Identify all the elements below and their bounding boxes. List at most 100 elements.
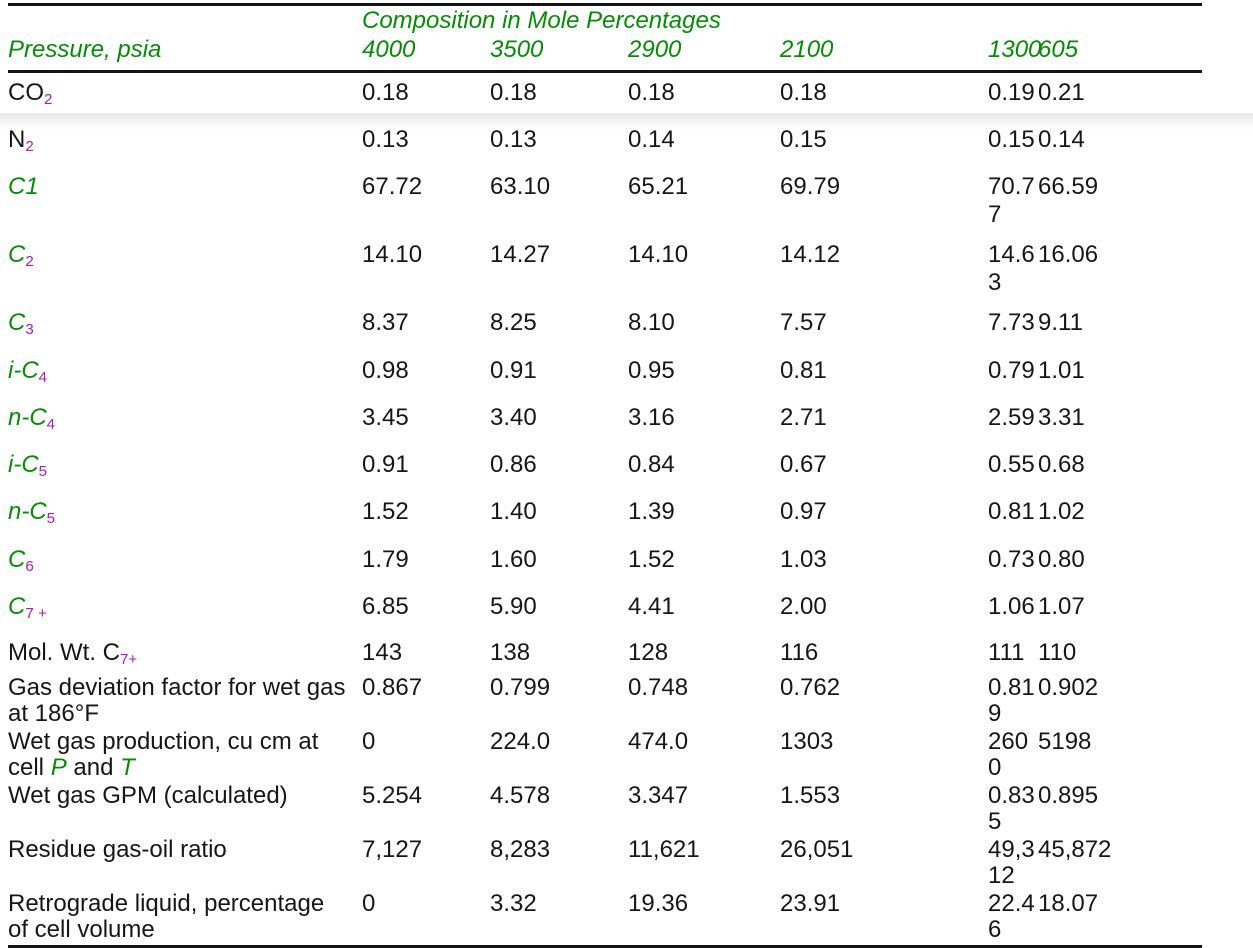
- cell-c6-2900: 1.52: [628, 545, 675, 573]
- cell-c3-3500: 8.25: [490, 309, 537, 337]
- row-label-mol-wt-c7plus: Mol. Wt. C7+: [8, 639, 362, 675]
- table-row-retrograde-liquid: Retrograde liquid, percentage of cell vol…: [8, 891, 1202, 947]
- row-label-c7plus: C7 +: [8, 593, 362, 640]
- table-row-i-c5: i-C5 0.91 0.86 0.84 0.67 0.55 0.68: [8, 451, 1202, 498]
- row-label-co2: CO2: [8, 72, 362, 127]
- cell-n-c5-2900: 1.39: [628, 498, 675, 526]
- cell-c6-2100: 1.03: [780, 545, 827, 573]
- row-label-c2: C2: [8, 241, 362, 309]
- cell-i-c5-2900: 0.84: [628, 451, 675, 479]
- label-text: C: [8, 592, 26, 620]
- column-header-1300: 1300: [988, 36, 1042, 63]
- cell-i-c4-4000: 0.98: [362, 356, 409, 384]
- label-text: C: [8, 545, 26, 573]
- cell-wet-gas-production-2900: 474.0: [628, 728, 689, 756]
- cell-c1-4000: 67.72: [362, 173, 423, 201]
- cell-i-c4-2100: 0.81: [780, 356, 827, 384]
- cell-i-c4-605: 1.01: [1038, 356, 1085, 384]
- subscript-text: 6: [25, 557, 34, 575]
- cell-c7plus-2900: 4.41: [628, 592, 675, 620]
- table-title: Composition in Mole Percentages: [362, 7, 721, 34]
- row-label-n-c5: n-C5: [8, 498, 362, 545]
- row-label-i-c5: i-C5: [8, 451, 362, 498]
- cell-gas-deviation-factor-2100: 0.762: [780, 674, 841, 702]
- table-row-n-c5: n-C5 1.52 1.40 1.39 0.97 0.81 1.02: [8, 498, 1202, 545]
- table-body: CO2 0.18 0.18 0.18 0.18 0.19 0.21 N2 0.13 0.13 0.1…: [8, 72, 1202, 947]
- cell-wet-gas-production-4000: 0: [362, 728, 376, 756]
- cell-residue-gas-oil-ratio-605: 45,872: [1038, 836, 1112, 864]
- cell-i-c5-4000: 0.91: [362, 451, 409, 479]
- cell-c1-2100: 69.79: [780, 173, 841, 201]
- cell-wet-gas-gpm-2900: 3.347: [628, 782, 689, 810]
- label-text: C: [8, 241, 26, 269]
- cell-retrograde-liquid-605: 18.07: [1038, 890, 1099, 918]
- cell-c1-1300: 70.77: [988, 173, 1035, 229]
- cell-mol-wt-c7plus-3500: 138: [490, 638, 531, 666]
- cell-n-c5-1300: 0.81: [988, 498, 1035, 526]
- subscript-text: 5: [46, 510, 56, 528]
- cell-c6-3500: 1.60: [490, 545, 537, 573]
- cell-c6-4000: 1.79: [362, 545, 409, 573]
- subscript-text: 4: [38, 368, 48, 386]
- subscript-text: 2: [25, 138, 34, 156]
- row-label-wet-gas-gpm: Wet gas GPM (calculated): [8, 783, 362, 837]
- cell-wet-gas-gpm-3500: 4.578: [490, 782, 551, 810]
- label-text: N: [8, 126, 26, 154]
- cell-c7plus-3500: 5.90: [490, 592, 537, 620]
- cell-c2-2100: 14.12: [780, 241, 841, 269]
- cell-c2-3500: 14.27: [490, 241, 551, 269]
- subscript-text: 2: [44, 91, 53, 109]
- cell-retrograde-liquid-2100: 23.91: [780, 890, 841, 918]
- row-label-n2: N2: [8, 126, 362, 173]
- cell-c2-2900: 14.10: [628, 241, 689, 269]
- row-label-n-c4: n-C4: [8, 404, 362, 451]
- cell-n-c4-2100: 2.71: [780, 403, 827, 431]
- label-text: Retrograde liquid, percentage: [8, 890, 325, 918]
- column-header-2100: 2100: [780, 36, 834, 63]
- label-text: P: [50, 754, 67, 782]
- cell-c7plus-605: 1.07: [1038, 592, 1085, 620]
- cell-i-c5-605: 0.68: [1038, 451, 1085, 479]
- table-title-row: Composition in Mole Percentages: [8, 5, 1202, 37]
- cell-wet-gas-production-2100: 1303: [780, 728, 834, 756]
- cell-c1-605: 66.59: [1038, 173, 1099, 201]
- cell-n2-2900: 0.14: [628, 126, 675, 154]
- cell-retrograde-liquid-4000: 0: [362, 890, 376, 918]
- table-row-wet-gas-gpm: Wet gas GPM (calculated) 5.254 4.578 3.347 1…: [8, 783, 1202, 837]
- label-text: cell: [8, 754, 51, 782]
- row-label-retrograde-liquid: Retrograde liquid, percentage of cell vol…: [8, 891, 362, 947]
- cell-co2-2100: 0.18: [780, 79, 827, 106]
- cell-co2-3500: 0.18: [490, 79, 537, 106]
- table-row-c3: C3 8.37 8.25 8.10 7.57 7.73 9.11: [8, 309, 1202, 356]
- cell-retrograde-liquid-3500: 3.32: [490, 890, 537, 918]
- column-header-605: 605: [1038, 36, 1079, 63]
- cell-i-c5-1300: 0.55: [988, 451, 1035, 479]
- cell-n-c5-4000: 1.52: [362, 498, 409, 526]
- cell-retrograde-liquid-1300: 22.46: [988, 890, 1035, 944]
- table-row-i-c4: i-C4 0.98 0.91 0.95 0.81 0.79 1.01: [8, 357, 1202, 404]
- cell-n-c4-605: 3.31: [1038, 403, 1085, 431]
- table-header: Composition in Mole Percentages Pressure…: [8, 5, 1203, 72]
- cell-gas-deviation-factor-4000: 0.867: [362, 674, 423, 702]
- cell-residue-gas-oil-ratio-2900: 11,621: [628, 836, 700, 864]
- cell-n-c5-2100: 0.97: [780, 498, 827, 526]
- cell-retrograde-liquid-2900: 19.36: [628, 890, 689, 918]
- pressure-psia-header: Pressure, psia: [8, 36, 162, 63]
- label-text: of cell volume: [8, 916, 155, 944]
- cell-wet-gas-gpm-2100: 1.553: [780, 782, 841, 810]
- label-text: n-C: [8, 403, 47, 431]
- cell-c2-4000: 14.10: [362, 241, 423, 269]
- cell-gas-deviation-factor-605: 0.902: [1038, 674, 1099, 702]
- cell-mol-wt-c7plus-2900: 128: [628, 638, 669, 666]
- cell-c7plus-2100: 2.00: [780, 592, 827, 620]
- cell-n2-4000: 0.13: [362, 126, 409, 154]
- label-text: C1: [8, 173, 39, 201]
- cell-n2-3500: 0.13: [490, 126, 537, 154]
- cell-n-c4-4000: 3.45: [362, 403, 409, 431]
- cell-mol-wt-c7plus-605: 110: [1038, 638, 1077, 666]
- label-text: i-C: [8, 451, 39, 479]
- cell-mol-wt-c7plus-1300: 111: [988, 638, 1025, 666]
- subscript-text: 4: [46, 416, 56, 434]
- subscript-text: 7 +: [25, 604, 47, 622]
- column-headers-row: Pressure, psia 4000 3500 2900 2100 1300 605: [8, 36, 1202, 72]
